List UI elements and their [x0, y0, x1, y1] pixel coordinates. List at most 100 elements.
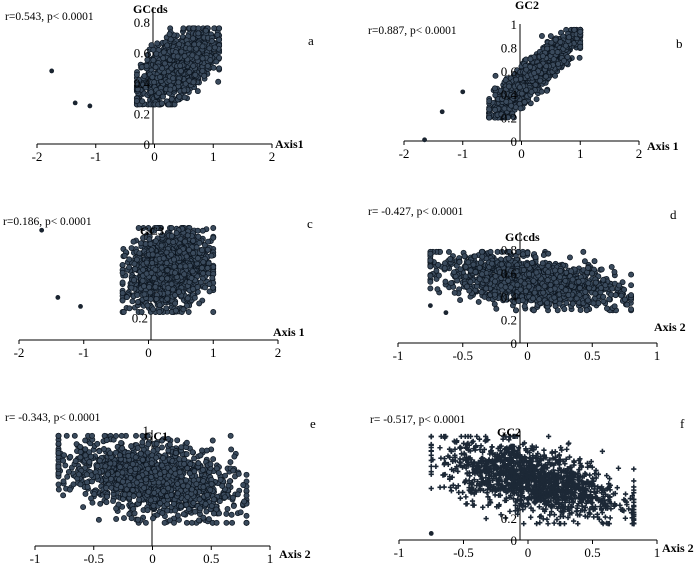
data-point [176, 41, 183, 48]
data-point [537, 77, 544, 84]
data-point [167, 86, 174, 93]
data-point [549, 49, 556, 55]
data-point [577, 43, 584, 50]
data-point [204, 63, 211, 69]
x-tick-label: -2 [399, 146, 410, 161]
data-point [130, 238, 137, 245]
data-point [163, 260, 170, 266]
data-point [147, 296, 154, 303]
x-tick-label: 1 [654, 348, 661, 363]
data-point [181, 87, 188, 94]
data-point [206, 45, 213, 52]
data-point [138, 240, 144, 247]
data-point [178, 48, 185, 55]
data-point [543, 73, 549, 80]
data-point [139, 98, 146, 105]
data-point [156, 302, 163, 309]
scatter-points [119, 225, 217, 315]
data-point [216, 25, 223, 32]
data-point [168, 251, 175, 258]
data-point [538, 88, 545, 95]
data-point [492, 106, 498, 113]
outlier-point [39, 227, 45, 233]
data-point [168, 225, 175, 231]
data-point [194, 227, 201, 234]
data-point [166, 31, 173, 38]
data-point [140, 266, 147, 273]
data-point [205, 238, 211, 245]
x-tick-label: 2 [269, 149, 276, 164]
data-point [141, 283, 147, 290]
x-tick-label: 1 [577, 146, 584, 161]
data-point [628, 271, 635, 278]
data-point [134, 292, 141, 298]
data-point [181, 53, 188, 60]
x-tick-label: -1 [457, 146, 468, 161]
data-point [168, 96, 175, 103]
data-point [172, 300, 179, 307]
data-point [521, 303, 528, 310]
data-point [492, 72, 499, 79]
data-point [164, 42, 171, 49]
data-point [119, 290, 126, 297]
data-point [153, 50, 160, 57]
data-point [434, 286, 441, 293]
data-point [208, 252, 215, 259]
x-tick-label: 0 [524, 348, 531, 363]
data-point [184, 295, 191, 302]
data-point [199, 55, 206, 62]
data-point [177, 62, 184, 69]
data-point [159, 65, 166, 72]
data-point [158, 100, 165, 107]
data-point [190, 286, 197, 292]
x-tick-label: 0 [151, 149, 158, 164]
data-point [188, 275, 195, 282]
correlation-annotation: r=0.543, p< 0.0001 [5, 11, 94, 23]
data-point [119, 269, 126, 276]
data-point [462, 273, 469, 280]
data-point [576, 54, 583, 61]
data-point [547, 33, 554, 39]
data-point [149, 74, 156, 81]
data-point [202, 27, 209, 34]
data-point [543, 63, 550, 70]
data-point [156, 309, 163, 315]
data-point [150, 57, 157, 64]
data-point [486, 106, 493, 113]
y-tick-label: 0.8 [501, 40, 517, 55]
data-point [548, 39, 555, 46]
data-point [197, 279, 204, 286]
panel-letter: b [676, 36, 683, 51]
y-tick-label: 0.8 [134, 15, 150, 30]
data-point [157, 74, 163, 81]
y-axis-title: GC3 [140, 224, 164, 238]
data-point [131, 260, 138, 267]
data-point [152, 266, 159, 273]
x-tick-label: 0 [518, 146, 525, 161]
data-point [533, 96, 540, 103]
data-point [531, 70, 538, 77]
x-tick-label: -2 [32, 149, 43, 164]
data-point [181, 271, 188, 278]
correlation-annotation: r=0.887, p< 0.0001 [368, 25, 457, 37]
y-tick-label: 0.6 [501, 64, 518, 79]
data-point [199, 227, 206, 234]
data-point [199, 247, 205, 254]
data-point [149, 260, 156, 266]
x-tick-label: 0.5 [584, 348, 600, 363]
data-point [158, 242, 165, 249]
outlier-point [55, 295, 61, 300]
data-point [216, 65, 223, 72]
data-point [170, 239, 177, 246]
data-point [201, 72, 208, 79]
correlation-annotation: r=0.186, p< 0.0001 [3, 216, 92, 228]
data-point [206, 281, 213, 288]
data-point [147, 289, 154, 296]
data-point [177, 263, 184, 270]
data-point [160, 255, 167, 262]
data-point [191, 294, 198, 301]
data-point [528, 88, 535, 95]
data-point [129, 298, 136, 305]
data-point [150, 306, 157, 313]
